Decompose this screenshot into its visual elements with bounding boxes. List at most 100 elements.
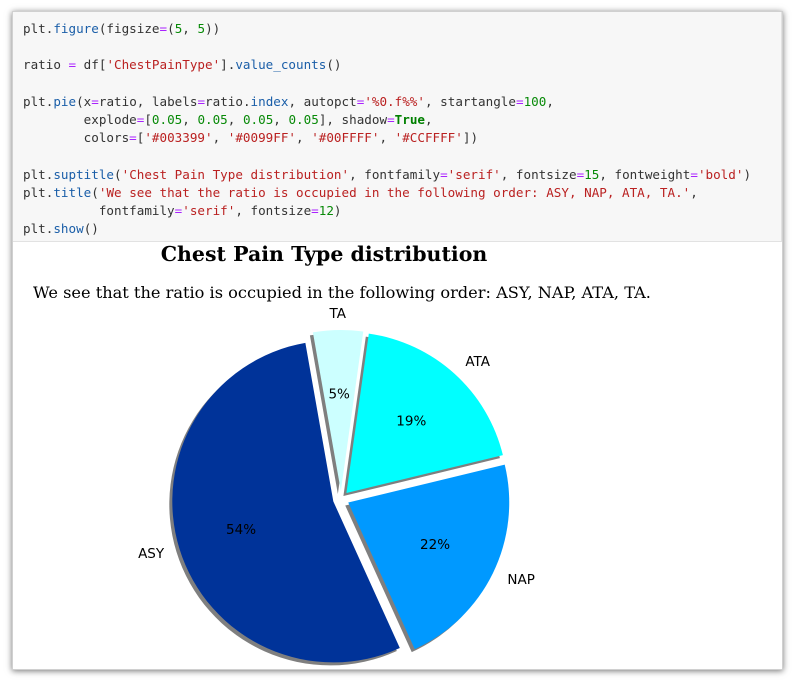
code-token: ], shadow — [318, 112, 388, 128]
code-line: plt.title('We see that the ratio is occu… — [23, 185, 698, 200]
code-token: (x — [76, 93, 92, 109]
code-token: , — [212, 130, 228, 146]
code-token: value_counts — [235, 57, 327, 73]
code-token: = — [440, 166, 448, 182]
code-token: = — [197, 93, 206, 109]
code-token: 'Chest Pain Type distribution' — [121, 166, 350, 182]
code-token: , startangle — [424, 93, 516, 109]
code-editor[interactable]: plt.figure(figsize=(5, 5)) ratio = df['C… — [23, 20, 751, 238]
code-token: ]) — [462, 130, 479, 146]
code-token: . — [45, 166, 54, 182]
code-token: 100 — [523, 93, 547, 109]
code-token: 12 — [318, 203, 334, 219]
figure-suptitle: Chest Pain Type distribution — [160, 242, 488, 266]
code-token: ( — [167, 21, 175, 36]
code-token: ratio — [23, 57, 69, 73]
code-token: , fontsize — [500, 166, 577, 182]
code-token: . — [45, 184, 54, 200]
code-token: index — [250, 93, 289, 109]
code-line: colors=['#003399', '#0099FF', '#00FFFF',… — [23, 130, 478, 145]
code-token: 5 — [197, 21, 206, 36]
code-token: '#0099FF' — [227, 130, 297, 146]
code-token: . — [242, 93, 251, 109]
code-token: ) — [743, 166, 752, 182]
notebook-cell: plt.figure(figsize=(5, 5)) ratio = df['C… — [12, 11, 783, 670]
code-token: . — [45, 93, 54, 109]
code-token: 0.05 — [197, 112, 228, 128]
pie-label-nap: NAP — [507, 572, 534, 588]
code-input-area[interactable]: plt.figure(figsize=(5, 5)) ratio = df['C… — [13, 12, 782, 242]
code-token: = — [515, 93, 524, 109]
pie-pct-asy: 54% — [226, 522, 256, 538]
code-token: , fontweight — [599, 166, 691, 182]
code-token: [ — [144, 112, 152, 128]
pie-slice-ata — [346, 333, 503, 494]
code-token: [ — [136, 130, 145, 146]
code-token: plt — [23, 184, 46, 200]
code-token: 15 — [584, 166, 600, 182]
code-token: 0.05 — [242, 112, 274, 128]
code-token: , — [296, 130, 312, 146]
code-token: = — [174, 203, 183, 219]
code-token: ( — [114, 166, 122, 182]
code-token: plt — [23, 93, 46, 109]
code-token: '#CCFFFF' — [394, 130, 463, 146]
code-token: 0.05 — [288, 112, 319, 128]
code-token: , fontfamily — [349, 166, 441, 182]
code-token: explode — [23, 112, 137, 128]
pie-label-ta: TA — [329, 306, 347, 322]
code-token: . — [45, 221, 54, 237]
code-token: , — [182, 112, 198, 128]
code-token: colors — [23, 130, 130, 146]
code-token: , — [182, 21, 198, 36]
pie-slice-asy — [172, 342, 400, 663]
code-token: 'serif' — [182, 203, 236, 219]
figure-title: We see that the ratio is occupied in the… — [33, 283, 651, 302]
code-token: df[ — [76, 57, 107, 73]
pie-pct-nap: 22% — [420, 537, 450, 553]
code-token: fontfamily — [23, 203, 175, 219]
code-token: = — [68, 57, 77, 73]
code-token: (figsize — [98, 21, 160, 36]
code-line: explode=[0.05, 0.05, 0.05, 0.05], shadow… — [23, 112, 433, 127]
code-token: title — [53, 184, 92, 200]
code-token: 'ChestPainType' — [106, 57, 221, 73]
pie-pct-ta: 5% — [328, 386, 350, 402]
code-token: , — [425, 112, 433, 128]
code-token: = — [356, 93, 365, 109]
code-token: 'serif' — [447, 166, 501, 182]
pie-label-asy: ASY — [138, 546, 165, 562]
code-token: = — [136, 112, 145, 128]
code-token: ) — [333, 203, 342, 219]
code-token: . — [45, 21, 54, 36]
code-token: , autopct — [288, 93, 357, 109]
code-token: , fontsize — [235, 203, 312, 219]
code-token: = — [91, 93, 99, 109]
code-token: , — [379, 130, 395, 146]
code-line: plt.figure(figsize=(5, 5)) — [23, 21, 220, 36]
code-token: ratio — [205, 93, 243, 109]
code-token: = — [129, 130, 137, 146]
code-line: ratio = df['ChestPainType'].value_counts… — [23, 57, 342, 72]
code-token: = — [576, 166, 585, 182]
code-line: plt.pie(x=ratio, labels=ratio.index, aut… — [23, 94, 554, 109]
pie-pct-ata: 19% — [396, 413, 426, 429]
code-token: = — [387, 112, 395, 128]
pie-slice-ta — [312, 329, 364, 491]
code-token: '%0.f%%' — [364, 93, 425, 109]
code-line: plt.show() — [23, 221, 99, 236]
code-token: = — [311, 203, 319, 219]
code-token: 0.05 — [151, 112, 183, 128]
code-token: suptitle — [53, 166, 115, 182]
code-token: pie — [53, 93, 77, 109]
code-token: '#00FFFF' — [311, 130, 380, 146]
code-token: plt — [23, 21, 46, 36]
code-token: True — [394, 112, 425, 128]
code-token: , — [273, 112, 289, 128]
code-token: plt — [23, 166, 46, 182]
code-token: , — [690, 184, 698, 200]
code-token: () — [326, 57, 342, 73]
code-token: ]. — [220, 57, 236, 73]
code-line: fontfamily='serif', fontsize=12) — [23, 203, 342, 218]
